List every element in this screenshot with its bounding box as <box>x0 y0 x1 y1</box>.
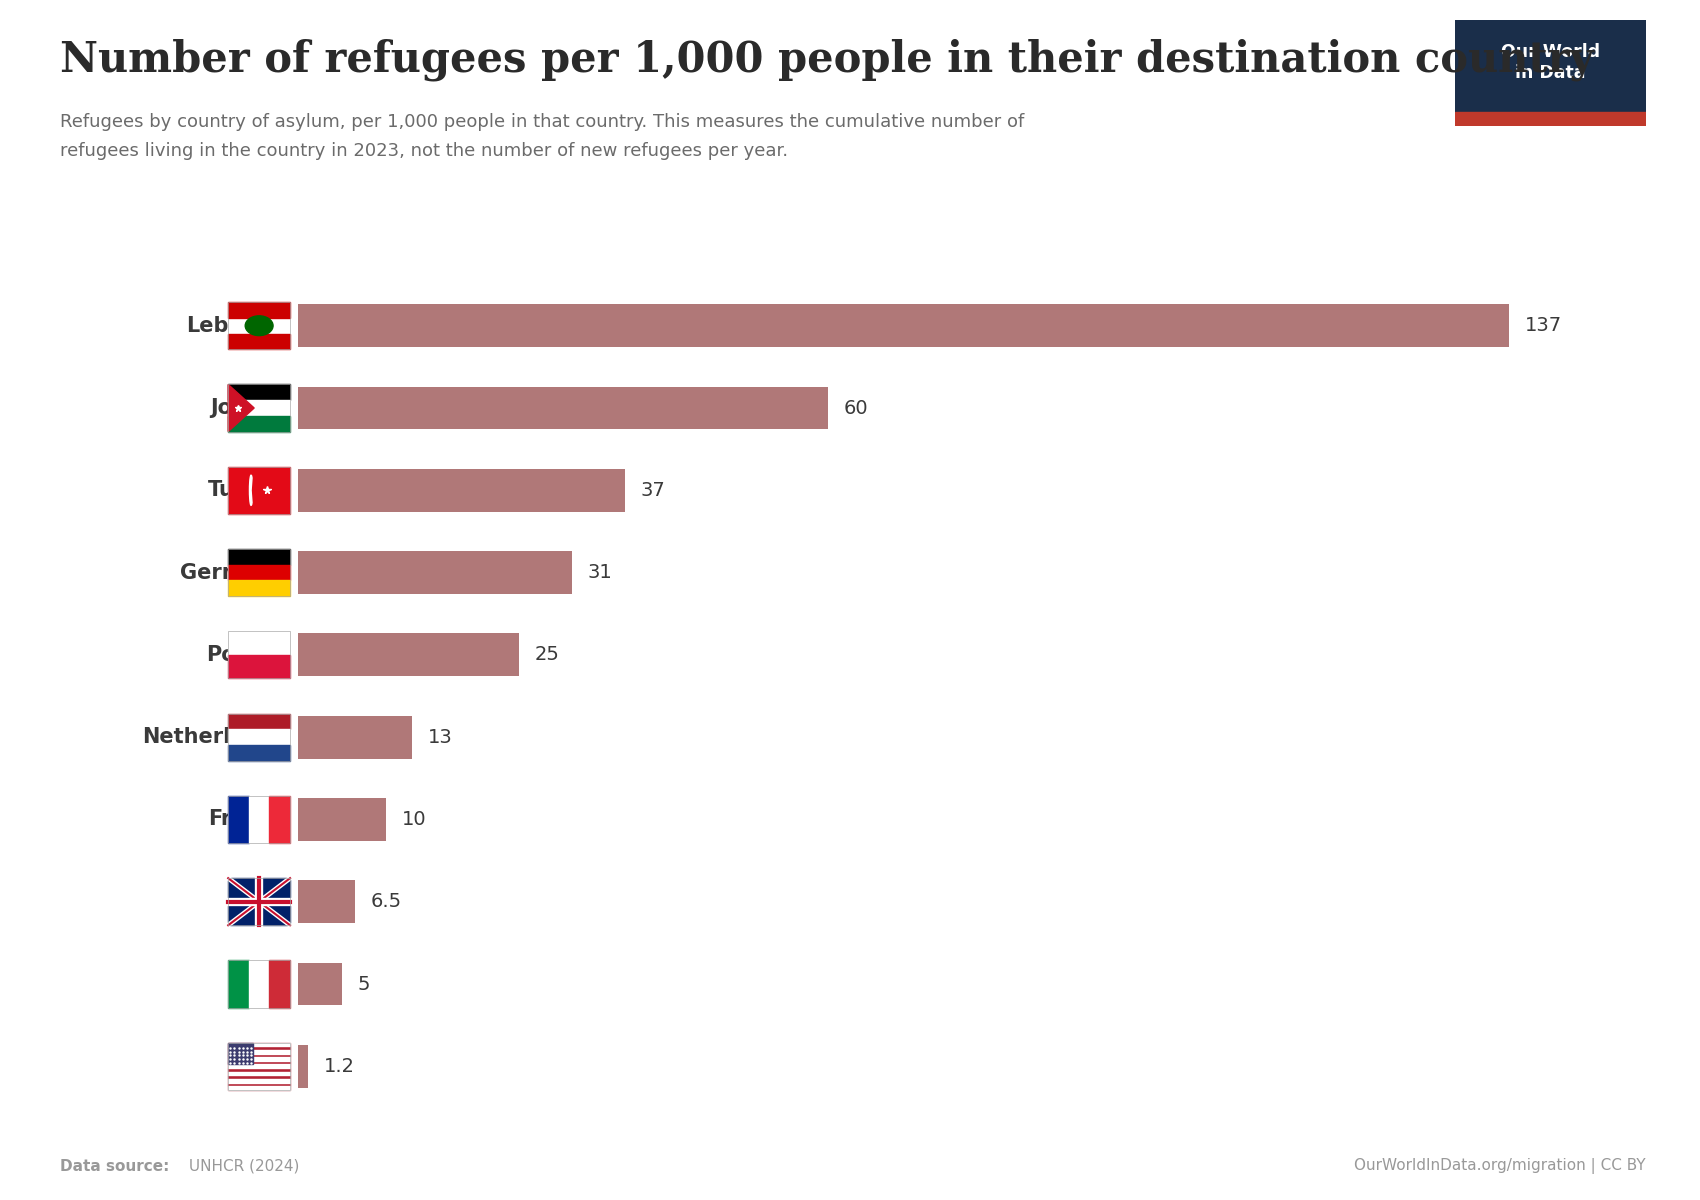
Polygon shape <box>228 384 255 432</box>
Bar <box>228 1086 291 1090</box>
Bar <box>298 469 624 511</box>
Text: 37: 37 <box>641 481 665 499</box>
Bar <box>298 798 386 841</box>
Text: Germany: Germany <box>180 563 286 582</box>
Bar <box>228 302 291 349</box>
Text: US: US <box>255 1056 286 1076</box>
Bar <box>228 1043 291 1046</box>
Text: Turkey: Turkey <box>207 480 286 500</box>
Bar <box>248 796 269 842</box>
Bar <box>228 1043 291 1090</box>
Text: UNHCR (2024): UNHCR (2024) <box>184 1159 299 1174</box>
Bar <box>257 331 262 334</box>
Bar <box>228 1050 291 1054</box>
Bar <box>228 467 291 514</box>
Text: Our World
in Data: Our World in Data <box>1501 43 1600 82</box>
Bar <box>298 715 413 758</box>
Bar <box>228 631 291 678</box>
Bar <box>228 878 291 925</box>
Text: 60: 60 <box>843 398 869 418</box>
Text: Italy: Italy <box>235 974 286 994</box>
Bar <box>228 565 291 581</box>
Bar <box>228 302 291 349</box>
Bar <box>228 334 291 349</box>
Text: Poland: Poland <box>206 644 286 665</box>
Text: 5: 5 <box>357 974 371 994</box>
Bar <box>298 1045 308 1087</box>
Ellipse shape <box>245 316 274 336</box>
Text: Refugees by country of asylum, per 1,000 people in that country. This measures t: Refugees by country of asylum, per 1,000… <box>60 113 1023 131</box>
Text: UK: UK <box>253 892 286 912</box>
Bar <box>298 386 828 430</box>
Bar <box>228 960 248 1008</box>
Text: 25: 25 <box>534 646 559 665</box>
Bar <box>228 1043 253 1064</box>
Bar <box>228 302 291 318</box>
Bar <box>228 1064 291 1068</box>
Bar <box>248 960 269 1008</box>
Bar <box>228 714 291 730</box>
Bar <box>298 634 518 677</box>
Bar <box>228 581 291 596</box>
Bar <box>1455 113 1646 126</box>
Bar <box>228 960 291 1008</box>
Bar <box>269 796 291 842</box>
Bar <box>228 655 291 678</box>
Text: 1.2: 1.2 <box>325 1057 355 1075</box>
Bar <box>228 1079 291 1082</box>
Bar <box>228 550 291 596</box>
Bar <box>228 714 291 761</box>
Text: refugees living in the country in 2023, not the number of new refugees per year.: refugees living in the country in 2023, … <box>60 142 787 160</box>
Bar <box>228 745 291 761</box>
Text: Netherlands: Netherlands <box>141 727 286 748</box>
Bar <box>228 400 291 416</box>
Circle shape <box>255 479 257 502</box>
Text: 137: 137 <box>1525 317 1562 335</box>
Wedge shape <box>250 475 252 505</box>
Bar <box>228 384 291 400</box>
Bar <box>228 1072 291 1075</box>
Text: Jordan: Jordan <box>211 398 286 418</box>
Bar <box>228 730 291 745</box>
Bar <box>298 551 571 594</box>
Text: 31: 31 <box>588 563 612 582</box>
Bar <box>228 384 291 432</box>
Text: Lebanon: Lebanon <box>185 316 286 336</box>
Bar <box>298 305 1508 347</box>
Text: Data source:: Data source: <box>60 1159 168 1174</box>
Bar <box>228 467 291 514</box>
Bar <box>269 960 291 1008</box>
Text: OurWorldInData.org/migration | CC BY: OurWorldInData.org/migration | CC BY <box>1353 1158 1646 1174</box>
Text: 13: 13 <box>428 727 454 746</box>
Bar <box>228 796 248 842</box>
Bar <box>228 1057 291 1061</box>
Bar <box>228 631 291 655</box>
Bar <box>228 416 291 432</box>
Bar <box>228 796 291 842</box>
Bar <box>298 962 342 1006</box>
Text: 6.5: 6.5 <box>371 893 401 911</box>
Bar <box>228 878 291 925</box>
Text: Number of refugees per 1,000 people in their destination country: Number of refugees per 1,000 people in t… <box>60 38 1593 80</box>
Bar <box>228 550 291 565</box>
Text: France: France <box>207 810 286 829</box>
Bar <box>228 1043 291 1090</box>
Text: 10: 10 <box>401 810 427 829</box>
Bar <box>298 881 355 923</box>
